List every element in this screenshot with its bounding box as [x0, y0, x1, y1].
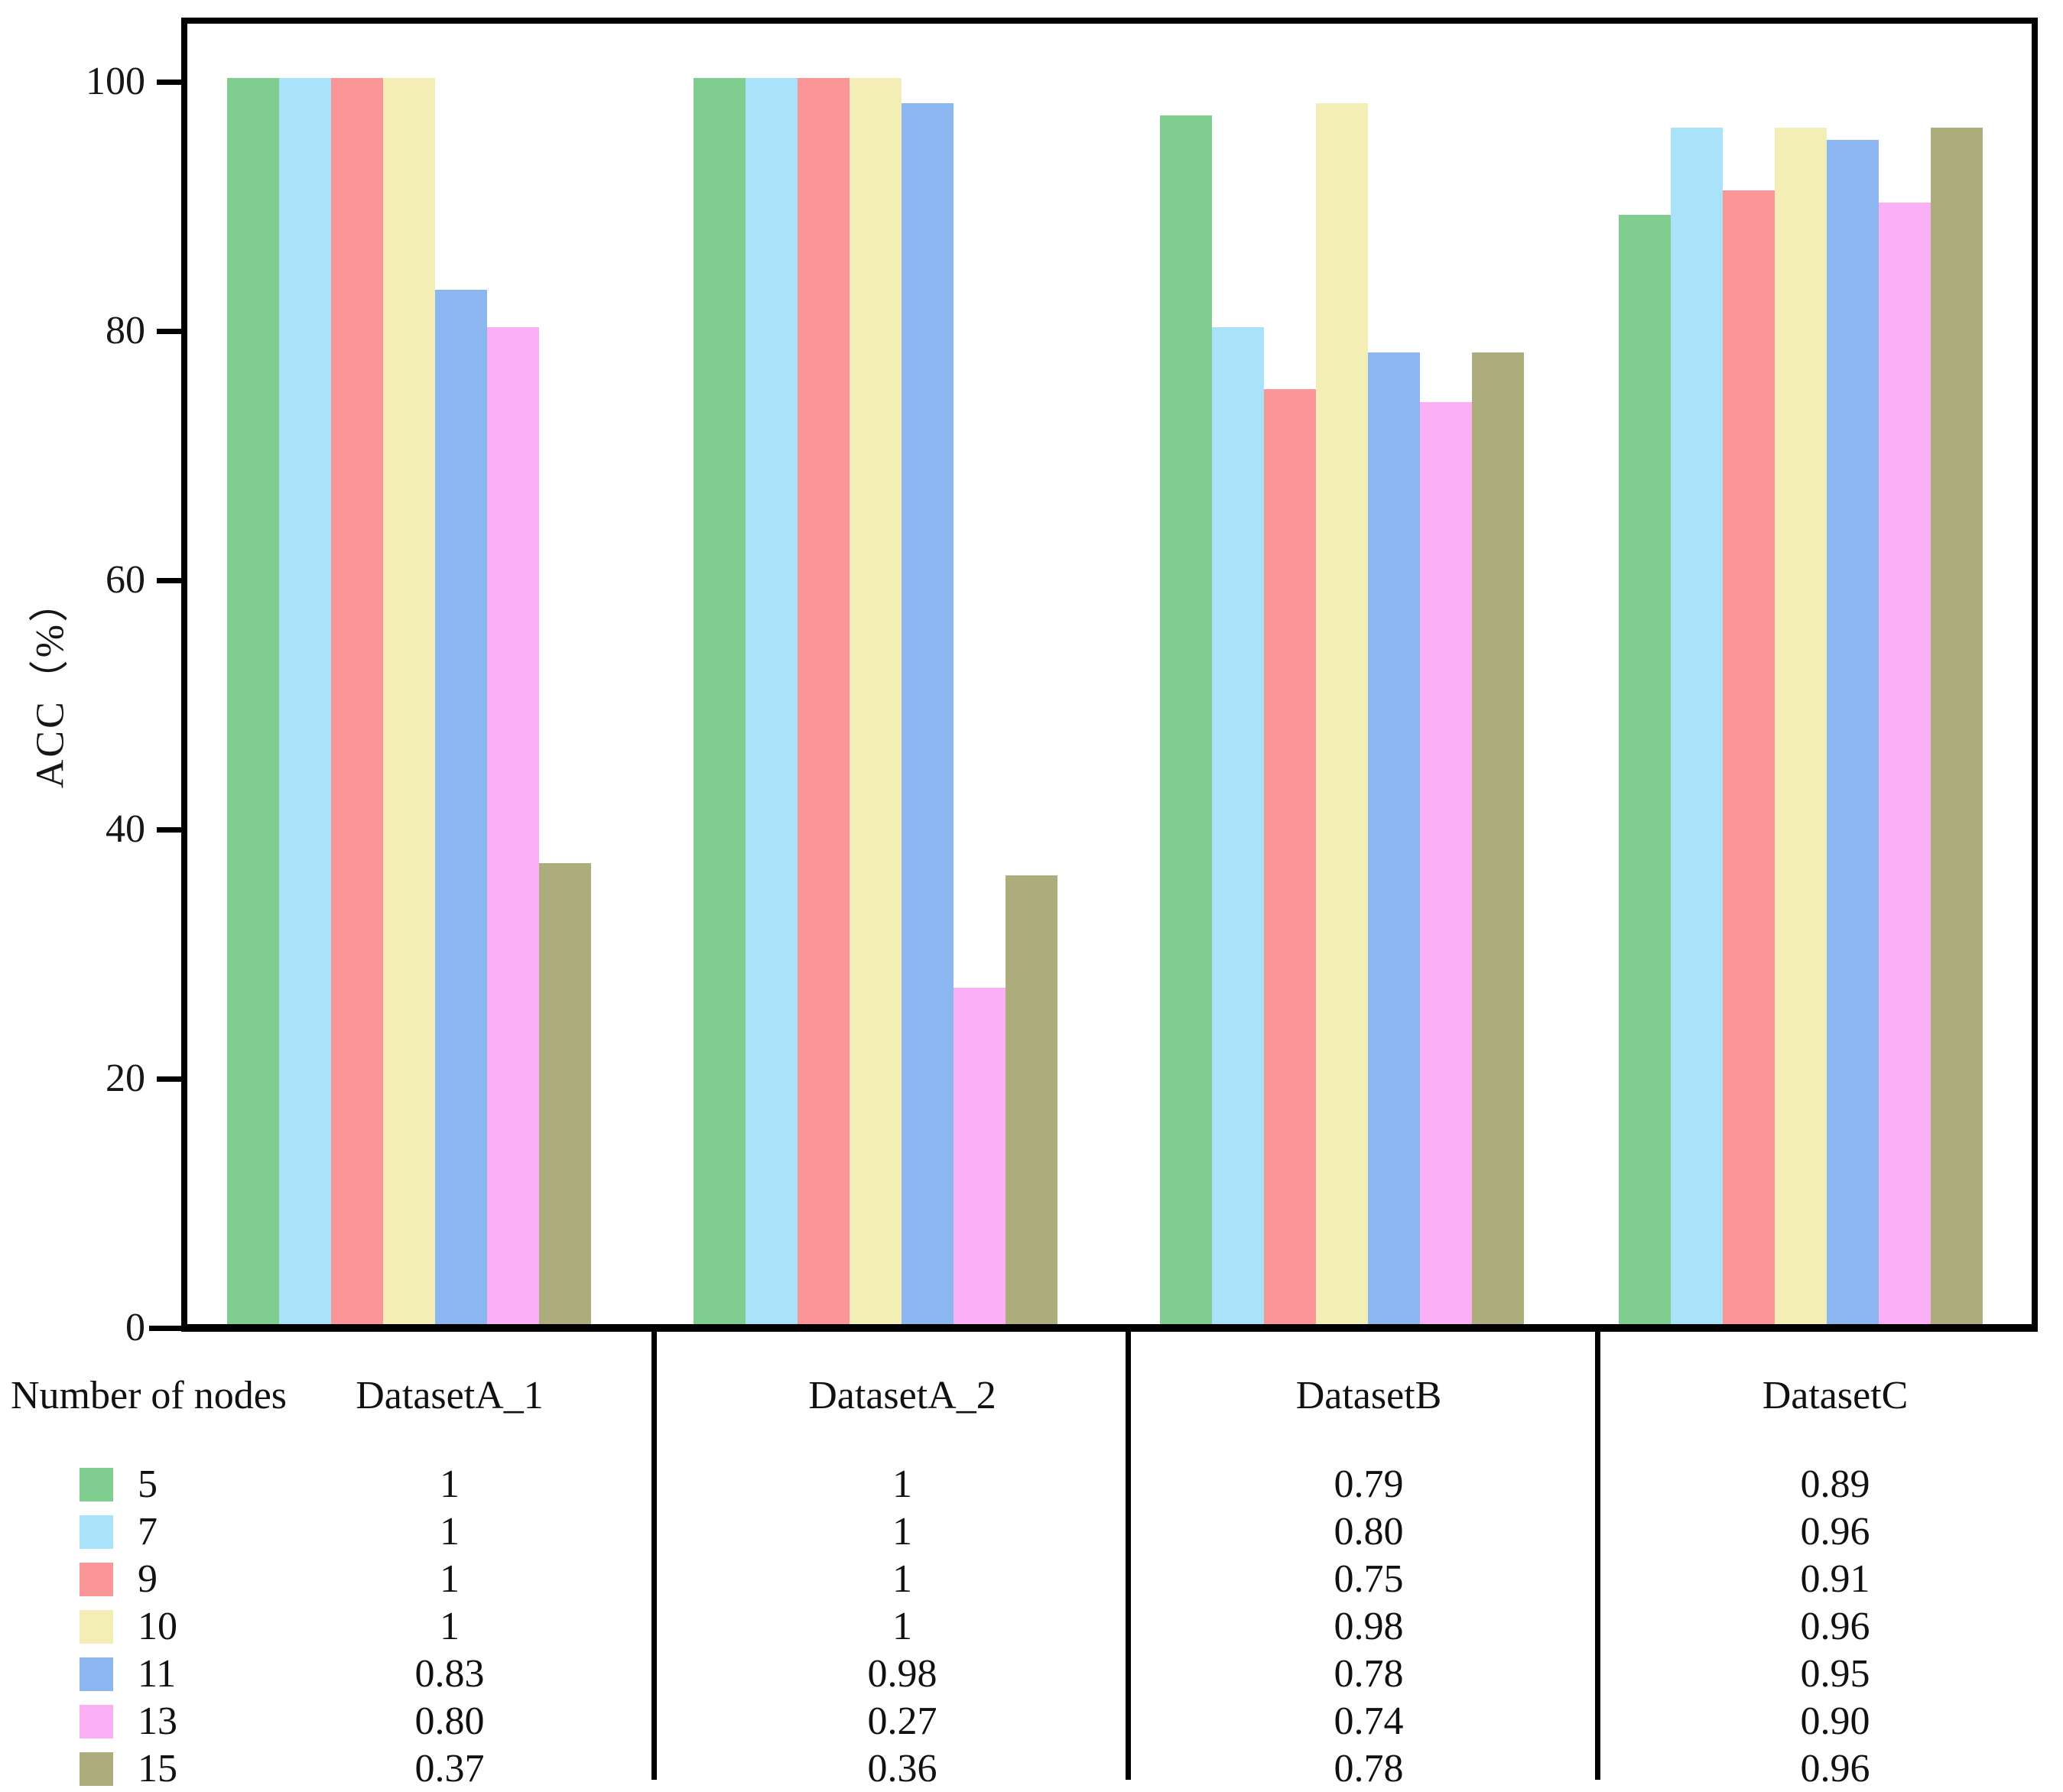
y-tick-label-40: 40: [106, 807, 145, 851]
bar-DatasetA_2-nodes-7: [746, 78, 798, 1324]
bar-DatasetB-nodes-13: [1420, 402, 1472, 1324]
legend-title: Number of nodes: [11, 1374, 288, 1417]
legend-label-10: 10: [138, 1605, 177, 1648]
table-cell-DatasetA_1-nodes-7: 1: [440, 1510, 460, 1553]
table-cell-DatasetC-nodes-13: 0.90: [1800, 1699, 1870, 1743]
legend-swatch-7: [80, 1515, 113, 1549]
table-cell-DatasetC-nodes-10: 0.96: [1800, 1605, 1870, 1648]
bar-DatasetB-nodes-10: [1316, 103, 1368, 1324]
bar-DatasetC-nodes-5: [1619, 215, 1671, 1324]
table-cell-DatasetB-nodes-11: 0.78: [1334, 1652, 1404, 1696]
bar-group-DatasetA_1: [227, 78, 591, 1324]
bar-DatasetC-nodes-11: [1827, 140, 1879, 1324]
legend-swatch-15: [80, 1752, 113, 1786]
y-tick-label-100: 100: [86, 60, 145, 103]
bar-DatasetC-nodes-13: [1879, 203, 1931, 1324]
table-header-DatasetC: DatasetC: [1762, 1374, 1909, 1417]
legend-label-15: 15: [138, 1747, 177, 1790]
table-column-separator-3: [1595, 1332, 1600, 1780]
table-cell-DatasetA_1-nodes-9: 1: [440, 1557, 460, 1601]
legend-label-11: 11: [138, 1652, 177, 1696]
table-cell-DatasetB-nodes-10: 0.98: [1334, 1605, 1404, 1648]
bar-DatasetA_2-nodes-5: [694, 78, 746, 1324]
legend-label-5: 5: [138, 1462, 158, 1506]
y-tick-mark-100: [157, 80, 181, 85]
y-tick-label-20: 20: [106, 1057, 145, 1100]
legend-label-7: 7: [138, 1510, 158, 1553]
table-cell-DatasetA_2-nodes-7: 1: [892, 1510, 912, 1553]
table-cell-DatasetB-nodes-7: 0.80: [1334, 1510, 1404, 1553]
bar-DatasetA_2-nodes-13: [954, 988, 1006, 1324]
table-cell-DatasetA_2-nodes-5: 1: [892, 1462, 912, 1506]
bar-DatasetC-nodes-15: [1931, 128, 1983, 1324]
bar-group-DatasetB: [1160, 103, 1524, 1324]
bar-DatasetC-nodes-10: [1775, 128, 1827, 1324]
bar-DatasetA_1-nodes-9: [331, 78, 383, 1324]
table-cell-DatasetA_2-nodes-9: 1: [892, 1557, 912, 1601]
bar-DatasetC-nodes-9: [1723, 190, 1775, 1324]
table-cell-DatasetA_2-nodes-15: 0.36: [867, 1747, 937, 1790]
legend-label-13: 13: [138, 1699, 177, 1743]
bar-group-DatasetA_2: [694, 78, 1057, 1324]
bar-DatasetA_2-nodes-9: [798, 78, 850, 1324]
plot-area: [181, 18, 2038, 1332]
table-cell-DatasetC-nodes-5: 0.89: [1800, 1462, 1870, 1506]
table-column-separator-2: [1126, 1332, 1131, 1780]
legend-swatch-5: [80, 1468, 113, 1501]
bar-DatasetA_1-nodes-10: [383, 78, 435, 1324]
bar-DatasetB-nodes-9: [1264, 389, 1316, 1324]
table-cell-DatasetB-nodes-5: 0.79: [1334, 1462, 1404, 1506]
y-tick-label-60: 60: [106, 558, 145, 602]
bar-DatasetB-nodes-11: [1368, 352, 1420, 1324]
table-cell-DatasetA_2-nodes-11: 0.98: [867, 1652, 937, 1696]
table-cell-DatasetB-nodes-13: 0.74: [1334, 1699, 1404, 1743]
plot-inner: [187, 24, 2032, 1324]
table-header-DatasetA_2: DatasetA_2: [808, 1374, 996, 1417]
y-tick-mark-80: [157, 329, 181, 334]
bar-DatasetA_2-nodes-10: [850, 78, 902, 1324]
legend-swatch-11: [80, 1657, 113, 1691]
legend-label-9: 9: [138, 1557, 158, 1601]
legend-swatch-10: [80, 1610, 113, 1644]
table-cell-DatasetB-nodes-15: 0.78: [1334, 1747, 1404, 1790]
y-tick-mark-0: [149, 1326, 181, 1331]
table-cell-DatasetA_1-nodes-13: 0.80: [414, 1699, 485, 1743]
bar-group-DatasetC: [1619, 128, 1983, 1324]
table-cell-DatasetA_1-nodes-11: 0.83: [414, 1652, 485, 1696]
table-header-DatasetA_1: DatasetA_1: [356, 1374, 544, 1417]
table-cell-DatasetC-nodes-11: 0.95: [1800, 1652, 1870, 1696]
bar-DatasetA_1-nodes-7: [279, 78, 331, 1324]
bar-DatasetB-nodes-7: [1212, 327, 1264, 1324]
bar-DatasetB-nodes-15: [1472, 352, 1524, 1324]
bar-DatasetB-nodes-5: [1160, 115, 1212, 1324]
y-axis-label: ACC（%）: [28, 579, 73, 789]
table-cell-DatasetB-nodes-9: 0.75: [1334, 1557, 1404, 1601]
table-cell-DatasetA_1-nodes-5: 1: [440, 1462, 460, 1506]
table-cell-DatasetA_1-nodes-10: 1: [440, 1605, 460, 1648]
bar-DatasetA_2-nodes-15: [1006, 875, 1057, 1324]
table-cell-DatasetC-nodes-7: 0.96: [1800, 1510, 1870, 1553]
bar-DatasetA_1-nodes-5: [227, 78, 279, 1324]
y-tick-mark-20: [157, 1076, 181, 1082]
legend-swatch-13: [80, 1705, 113, 1738]
bar-DatasetA_1-nodes-13: [487, 327, 539, 1324]
y-tick-mark-40: [157, 827, 181, 833]
table-cell-DatasetA_2-nodes-10: 1: [892, 1605, 912, 1648]
legend-swatch-9: [80, 1563, 113, 1596]
y-tick-label-0: 0: [125, 1306, 145, 1349]
y-tick-label-80: 80: [106, 309, 145, 352]
table-cell-DatasetA_2-nodes-13: 0.27: [867, 1699, 937, 1743]
table-header-DatasetB: DatasetB: [1295, 1374, 1442, 1417]
bar-DatasetA_1-nodes-15: [539, 863, 591, 1324]
y-tick-mark-60: [157, 578, 181, 583]
bar-DatasetA_2-nodes-11: [902, 103, 954, 1324]
table-column-separator-1: [651, 1332, 657, 1780]
table-cell-DatasetC-nodes-9: 0.91: [1800, 1557, 1870, 1601]
bar-DatasetA_1-nodes-11: [435, 290, 487, 1324]
table-cell-DatasetA_1-nodes-15: 0.37: [414, 1747, 485, 1790]
table-cell-DatasetC-nodes-15: 0.96: [1800, 1747, 1870, 1790]
bar-DatasetC-nodes-7: [1671, 128, 1723, 1324]
